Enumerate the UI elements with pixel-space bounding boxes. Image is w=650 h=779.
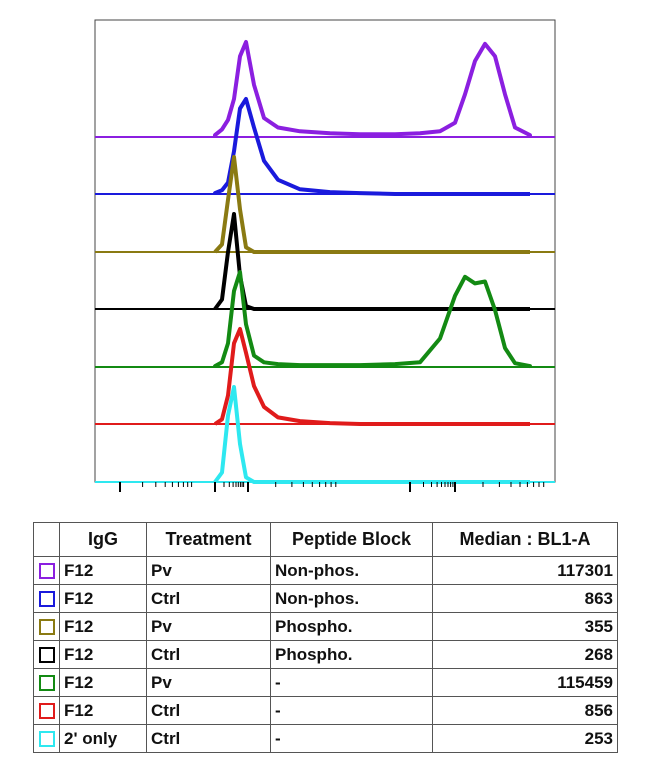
swatch-cell [33, 668, 60, 697]
median-cell: 117301 [432, 556, 618, 585]
igg-cell: 2' only [59, 724, 147, 753]
histogram-curve-6 [213, 385, 530, 484]
igg-cell: F12 [59, 556, 147, 585]
median-cell: 856 [432, 696, 618, 725]
swatch-cell [33, 640, 60, 669]
table-row: 2' only Ctrl -253 [33, 724, 618, 753]
swatch-cell [33, 696, 60, 725]
table-row: F12 Pv Phospho. 355 [33, 612, 618, 641]
peptide-block-cell: - [270, 724, 433, 753]
color-swatch-icon [38, 675, 55, 692]
header-peptide-block: Peptide Block [270, 522, 433, 557]
table-body: F12 Pv Non-phos. 117301 F12 Ctrl Non-phos. 863 F… [33, 556, 618, 753]
peptide-block-cell: Non-phos. [270, 584, 433, 613]
color-swatch-icon [38, 703, 55, 720]
color-swatch-icon [38, 647, 55, 664]
table-row: F12 Pv Non-phos. 117301 [33, 556, 618, 585]
histogram-curves [213, 40, 532, 484]
histogram-plot [94, 19, 556, 492]
treatment-cell: Ctrl [146, 584, 271, 613]
swatch-cell [33, 612, 60, 641]
table-row: F12 Ctrl -856 [33, 696, 618, 725]
histogram-curve-3 [213, 212, 530, 311]
igg-cell: F12 [59, 640, 147, 669]
median-cell: 268 [432, 640, 618, 669]
peptide-block-cell: - [270, 696, 433, 725]
histogram-curve-4 [213, 270, 532, 369]
peptide-block-cell: Phospho. [270, 640, 433, 669]
median-cell: 253 [432, 724, 618, 753]
legend-table: IgG Treatment Peptide Block Median : BL1… [33, 522, 618, 753]
color-swatch-icon [38, 591, 55, 608]
median-cell: 355 [432, 612, 618, 641]
peptide-block-cell: Non-phos. [270, 556, 433, 585]
treatment-cell: Pv [146, 668, 271, 697]
treatment-cell: Ctrl [146, 724, 271, 753]
table-header-row: IgG Treatment Peptide Block Median : BL1… [33, 522, 618, 557]
treatment-cell: Ctrl [146, 696, 271, 725]
igg-cell: F12 [59, 584, 147, 613]
x-axis-ticks [119, 482, 545, 492]
table-row: F12 Ctrl Non-phos. 863 [33, 584, 618, 613]
igg-cell: F12 [59, 612, 147, 641]
peptide-block-cell: - [270, 668, 433, 697]
header-treatment: Treatment [146, 522, 271, 557]
table-row: F12 Pv -115459 [33, 668, 618, 697]
header-median: Median : BL1-A [432, 522, 618, 557]
median-cell: 115459 [432, 668, 618, 697]
igg-cell: F12 [59, 668, 147, 697]
table-row: F12 Ctrl Phospho. 268 [33, 640, 618, 669]
treatment-cell: Pv [146, 556, 271, 585]
color-swatch-icon [38, 731, 55, 748]
histogram-curve-2 [213, 155, 530, 254]
median-cell: 863 [432, 584, 618, 613]
swatch-cell [33, 556, 60, 585]
igg-cell: F12 [59, 696, 147, 725]
treatment-cell: Pv [146, 612, 271, 641]
color-swatch-icon [38, 619, 55, 636]
header-igg: IgG [59, 522, 147, 557]
color-swatch-icon [38, 563, 55, 580]
swatch-cell [33, 724, 60, 753]
histogram-curve-0 [213, 40, 532, 138]
histogram-curve-5 [213, 327, 530, 426]
peptide-block-cell: Phospho. [270, 612, 433, 641]
header-swatch [33, 522, 60, 557]
treatment-cell: Ctrl [146, 640, 271, 669]
swatch-cell [33, 584, 60, 613]
